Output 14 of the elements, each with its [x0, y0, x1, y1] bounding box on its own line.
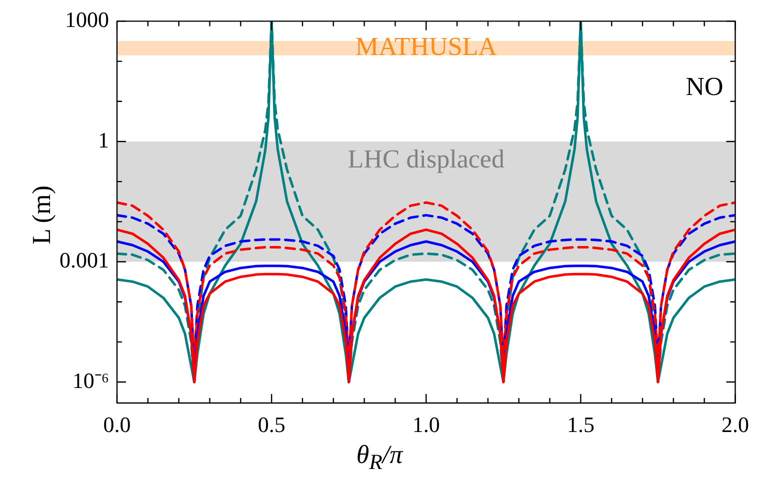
y-tick-label: 0.001	[60, 248, 109, 273]
x-tick-label: 0.5	[258, 412, 286, 437]
x-tick-label: 0.0	[103, 412, 131, 437]
y-tick-label: 1000	[65, 6, 109, 32]
band-label: LHC displaced	[348, 144, 504, 174]
band-label: MATHUSLA	[355, 32, 498, 62]
x-tick-label: 2.0	[722, 412, 749, 437]
x-axis-title: θ$_{R}$/π	[355, 440, 404, 476]
x-tick-label: 1.5	[566, 412, 594, 437]
y-tick-label: 1	[98, 127, 109, 152]
y-axis-title: L (m)	[27, 184, 57, 246]
x-tick-label: 1.0	[412, 412, 440, 437]
y-tick-label: 10⁻⁶	[72, 368, 109, 393]
annotation: NO	[686, 72, 724, 102]
